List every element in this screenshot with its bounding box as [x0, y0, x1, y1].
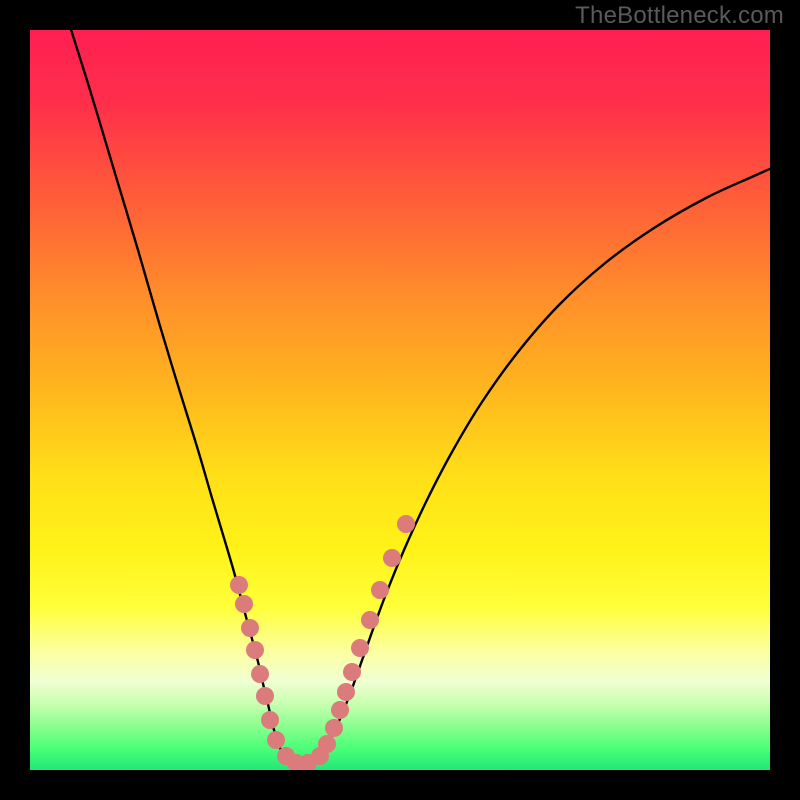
marker-dot — [331, 701, 349, 719]
curve-right — [302, 168, 770, 764]
curve-left — [68, 30, 302, 764]
marker-dot — [246, 641, 264, 659]
marker-dot — [337, 683, 355, 701]
marker-dot — [261, 711, 279, 729]
marker-dot — [371, 581, 389, 599]
marker-dot — [351, 639, 369, 657]
marker-dot — [361, 611, 379, 629]
markers-right — [318, 515, 415, 753]
marker-dot — [325, 719, 343, 737]
marker-dot — [256, 687, 274, 705]
marker-dot — [267, 731, 285, 749]
marker-dot — [383, 549, 401, 567]
outer-frame — [0, 0, 800, 800]
watermark-text: TheBottleneck.com — [575, 2, 784, 30]
marker-dot — [241, 619, 259, 637]
chart-overlay — [30, 30, 770, 770]
marker-dot — [251, 665, 269, 683]
marker-dot — [230, 576, 248, 594]
marker-dot — [397, 515, 415, 533]
marker-dot — [343, 663, 361, 681]
marker-dot — [235, 595, 253, 613]
marker-dot — [318, 735, 336, 753]
plot-area — [30, 30, 770, 770]
